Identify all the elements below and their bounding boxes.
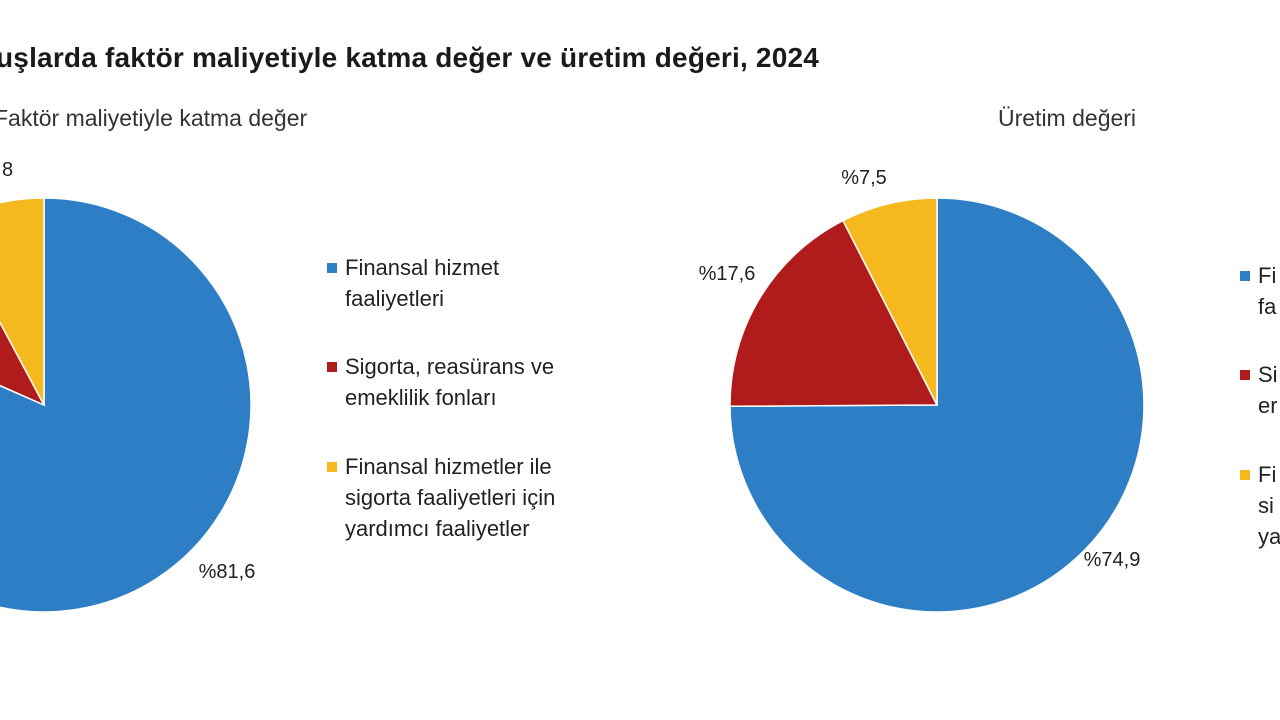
data-label-yardimci: 8 [2, 159, 13, 181]
pie-slice-finansal [729, 197, 1145, 613]
legend-label: Finansal hizmetler ile sigorta faaliyetl… [345, 454, 556, 541]
legend-swatch-yardimci [1240, 470, 1250, 480]
legend-swatch-sigorta [1240, 370, 1250, 380]
data-label-finansal: %81,6 [199, 561, 256, 583]
data-label-yardimci: %7,5 [841, 167, 887, 189]
legend-swatch-sigorta [327, 362, 337, 372]
pie-slice-yardimci [842, 197, 938, 406]
pie-slice-finansal [0, 197, 252, 613]
legend-label: Si er [1258, 362, 1278, 418]
legend-item-sigorta: Si er [1240, 359, 1280, 421]
chart-title-uretim-degeri: Üretim değeri [998, 105, 1137, 131]
legend-swatch-yardimci [327, 462, 337, 472]
legend-label: Fi si ya [1258, 462, 1280, 549]
legend-item-finansal: Fi fa [1240, 260, 1280, 322]
legend-item-finansal: Finansal hizmet faaliyetleri [327, 252, 617, 314]
data-label-sigorta: %17,6 [699, 263, 756, 285]
legend-item-yardimci: Fi si ya [1240, 459, 1280, 552]
legend-swatch-finansal [327, 263, 337, 273]
legend-label: Sigorta, reasürans ve emeklilik fonları [345, 354, 555, 410]
data-label-finansal: %74,9 [1084, 549, 1141, 571]
legend-item-yardimci: Finansal hizmetler ile sigorta faaliyetl… [327, 451, 617, 544]
legend-label: Fi fa [1258, 263, 1277, 319]
pie-slice-sigorta [729, 219, 939, 408]
legend-swatch-finansal [1240, 271, 1250, 281]
chart-title-katma-deger: Faktör maliyetiyle katma değer [0, 105, 308, 131]
pie-slice-yardimci [0, 197, 45, 406]
legend-label: Finansal hizmet faaliyetleri [345, 255, 500, 311]
legend-item-sigorta: Sigorta, reasürans ve emeklilik fonları [327, 351, 617, 413]
page-title: uşlarda faktör maliyetiyle katma değer v… [0, 42, 820, 73]
